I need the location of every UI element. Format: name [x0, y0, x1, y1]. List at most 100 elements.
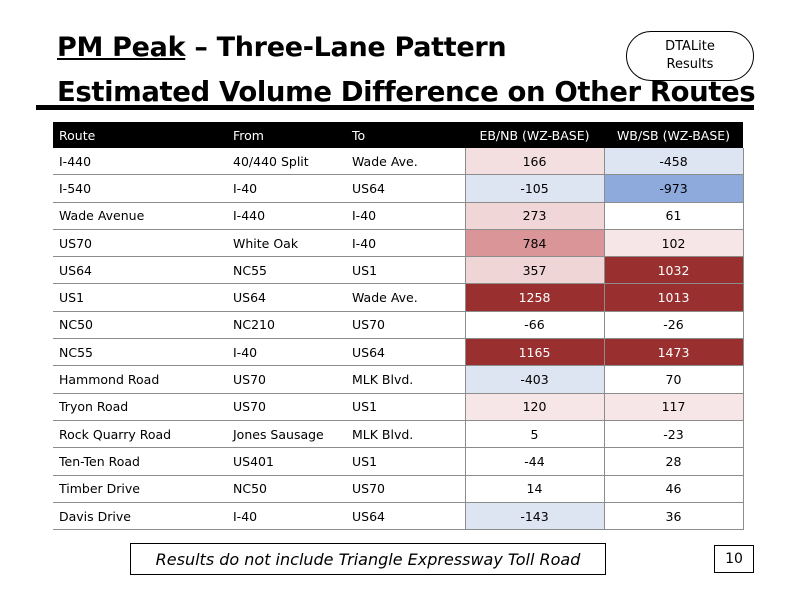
title-pattern: – Three-Lane Pattern [185, 32, 507, 63]
from-cell: I-40 [227, 502, 346, 531]
route-cell: Tryon Road [53, 393, 227, 421]
wb-sb-value: -458 [603, 148, 744, 176]
title-divider [36, 105, 754, 110]
route-cell: Wade Avenue [53, 202, 227, 230]
route-cell: Timber Drive [53, 475, 227, 503]
from-cell: US70 [227, 365, 346, 394]
route-cell: I-540 [53, 174, 227, 203]
eb-nb-value: -66 [464, 311, 605, 340]
to-cell: Wade Ave. [346, 148, 465, 176]
from-cell: NC50 [227, 475, 346, 503]
table-row: Rock Quarry Road Jones Sausage MLK Blvd. 5-… [53, 420, 744, 449]
table-row: Davis Drive I-40 US64 -143 36 [53, 502, 744, 531]
wb-sb-value: 1013 [603, 283, 744, 312]
wb-sb-value: -973 [603, 174, 744, 203]
table-row: Wade Avenue I-440 I-40 273 61 [53, 202, 744, 230]
eb-nb-value: 784 [464, 229, 605, 258]
table-row: I-540 I-40 US64 -105 -973 [53, 174, 744, 203]
to-cell: I-40 [346, 229, 465, 258]
table-row: Tryon Road US70 US1 120 117 [53, 393, 744, 421]
wb-sb-value: 28 [603, 447, 744, 476]
route-cell: Rock Quarry Road [53, 420, 227, 449]
wb-sb-value: 61 [603, 202, 744, 230]
table-row: US70 White Oak I-40 784 102 [53, 229, 744, 258]
to-cell: US70 [346, 475, 465, 503]
eb-nb-value: 14 [464, 475, 605, 503]
eb-nb-value: 5 [464, 420, 605, 449]
header-to: To [346, 122, 465, 148]
to-cell: US64 [346, 502, 465, 531]
wb-sb-value: 46 [603, 475, 744, 503]
table-row: NC50 NC210 US70 -66 -26 [53, 311, 744, 340]
from-cell: 40/440 Split [227, 148, 346, 176]
route-cell: Ten-Ten Road [53, 447, 227, 476]
route-cell: Davis Drive [53, 502, 227, 531]
footnote: Results do not include Triangle Expressw… [130, 543, 606, 575]
eb-nb-value: 1258 [464, 283, 605, 312]
from-cell: NC210 [227, 311, 346, 340]
from-cell: NC55 [227, 256, 346, 285]
eb-nb-value: 120 [464, 393, 605, 421]
to-cell: US70 [346, 311, 465, 340]
to-cell: US1 [346, 447, 465, 476]
badge-line2: Results [666, 57, 714, 72]
volume-difference-table: Route From To EB/NB (WZ-BASE) WB/SB (WZ-… [53, 122, 744, 531]
wb-sb-value: -26 [603, 311, 744, 340]
from-cell: US401 [227, 447, 346, 476]
route-cell: Hammond Road [53, 365, 227, 394]
header-eb-nb: EB/NB (WZ-BASE) [465, 122, 604, 148]
to-cell: Wade Ave. [346, 283, 465, 312]
route-cell: US1 [53, 283, 227, 312]
from-cell: Jones Sausage [227, 420, 346, 449]
eb-nb-value: -44 [464, 447, 605, 476]
eb-nb-value: 1165 [464, 338, 605, 367]
from-cell: I-40 [227, 338, 346, 367]
to-cell: MLK Blvd. [346, 365, 465, 394]
table-header-row: Route From To EB/NB (WZ-BASE) WB/SB (WZ-… [53, 122, 743, 148]
eb-nb-value: 357 [464, 256, 605, 285]
to-cell: I-40 [346, 202, 465, 230]
wb-sb-value: 1032 [603, 256, 744, 285]
table-row: NC55 I-40 US64 1165 1473 [53, 338, 744, 367]
header-route: Route [53, 122, 227, 148]
table-row: US64 NC55 US1 357 1032 [53, 256, 744, 285]
results-badge: DTALite Results [626, 31, 754, 81]
route-cell: US64 [53, 256, 227, 285]
table-row: I-440 40/440 Split Wade Ave. 166 -458 [53, 148, 744, 176]
slide-title: PM Peak – Three-Lane Pattern [57, 30, 507, 66]
eb-nb-value: 273 [464, 202, 605, 230]
slide-subtitle: Estimated Volume Difference on Other Rou… [57, 76, 756, 108]
header-wb-sb: WB/SB (WZ-BASE) [604, 122, 743, 148]
page-number: 10 [714, 545, 754, 573]
route-cell: US70 [53, 229, 227, 258]
from-cell: White Oak [227, 229, 346, 258]
eb-nb-value: -143 [464, 502, 605, 531]
to-cell: US1 [346, 256, 465, 285]
eb-nb-value: -105 [464, 174, 605, 203]
wb-sb-value: 102 [603, 229, 744, 258]
table-row: US1 US64 Wade Ave. 1258 1013 [53, 283, 744, 312]
badge-line1: DTALite [665, 39, 715, 54]
eb-nb-value: -403 [464, 365, 605, 394]
route-cell: NC55 [53, 338, 227, 367]
table-row: Timber Drive NC50 US70 14 46 [53, 475, 744, 503]
wb-sb-value: -23 [603, 420, 744, 449]
table-row: Hammond Road US70 MLK Blvd. -403 70 [53, 365, 744, 394]
to-cell: US1 [346, 393, 465, 421]
header-from: From [227, 122, 346, 148]
to-cell: US64 [346, 338, 465, 367]
wb-sb-value: 70 [603, 365, 744, 394]
wb-sb-value: 36 [603, 502, 744, 531]
from-cell: I-40 [227, 174, 346, 203]
route-cell: NC50 [53, 311, 227, 340]
wb-sb-value: 117 [603, 393, 744, 421]
from-cell: US70 [227, 393, 346, 421]
from-cell: US64 [227, 283, 346, 312]
table-row: Ten-Ten Road US401 US1 -44 28 [53, 447, 744, 476]
from-cell: I-440 [227, 202, 346, 230]
title-period: PM Peak [57, 32, 186, 63]
wb-sb-value: 1473 [603, 338, 744, 367]
to-cell: MLK Blvd. [346, 420, 465, 449]
route-cell: I-440 [53, 148, 227, 176]
eb-nb-value: 166 [464, 148, 605, 176]
